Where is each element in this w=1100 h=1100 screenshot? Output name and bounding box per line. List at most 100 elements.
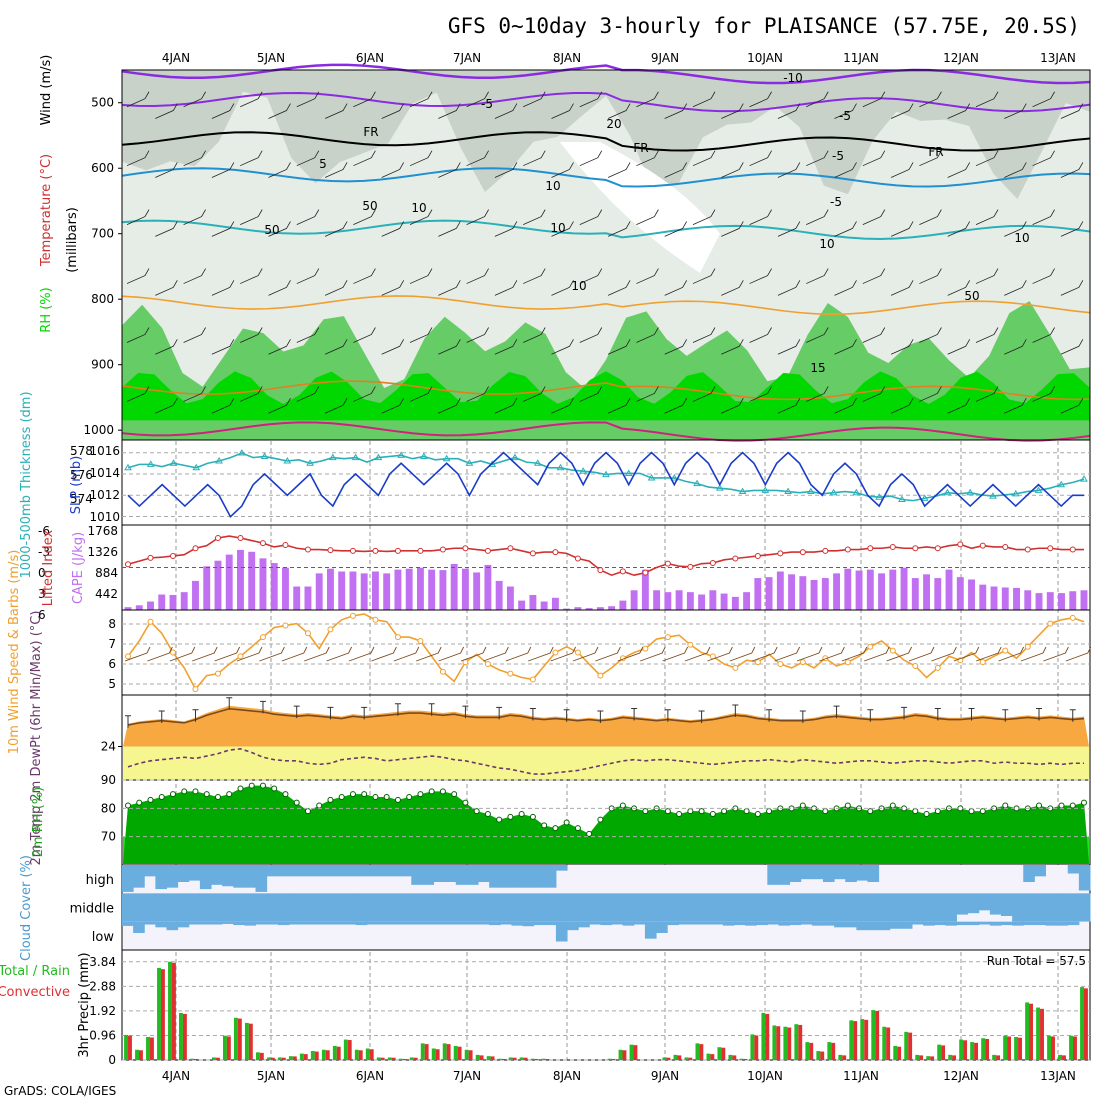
upper-wind-barb — [438, 162, 461, 178]
cape-bar — [900, 567, 908, 610]
cloud-high-bar — [511, 865, 524, 888]
precip-convective-bar — [699, 1044, 704, 1060]
cloud-low-bar — [433, 921, 446, 925]
day-label-bottom: 11JAN — [843, 1069, 879, 1083]
rh-point — [1081, 799, 1087, 806]
precip-total-bar — [706, 1053, 711, 1060]
cloud-high-bar — [845, 865, 857, 882]
cloud-middle-bar — [288, 893, 301, 922]
cloud-middle-bar — [522, 893, 535, 922]
cape-bar — [945, 569, 953, 610]
cape-bar — [540, 601, 548, 610]
upper-wind-barb — [240, 386, 263, 402]
cape-bar — [1024, 590, 1032, 610]
upper-wind-barb — [664, 280, 688, 296]
thickness-line-point — [579, 467, 588, 474]
upper-wind-barb — [834, 221, 857, 237]
lifted-index-line-point — [372, 547, 379, 554]
upper-wind-barb — [494, 162, 518, 178]
precip-total-bar — [717, 1047, 722, 1060]
upper-wind-barb — [806, 268, 829, 284]
cloud-low-bar — [978, 921, 991, 925]
cloud-high-bar — [811, 865, 824, 880]
upper-wind-barb — [155, 221, 178, 237]
cape-bar — [327, 568, 334, 610]
upper-wind-barb — [296, 386, 320, 402]
precip-tick-label: 2.88 — [89, 979, 116, 993]
upper-wind-barb — [579, 209, 603, 225]
thickness-line-point — [420, 452, 428, 459]
precip-convective-bar — [754, 1035, 759, 1060]
precip-convective-bar — [974, 1042, 979, 1060]
precip-convective-bar — [369, 1049, 374, 1060]
rh-point — [721, 808, 728, 815]
cloud-middle-bar — [277, 893, 290, 922]
temp-minmax-bar — [664, 709, 671, 722]
contour-label: -5 — [832, 149, 844, 163]
cape-bar — [596, 607, 604, 610]
upper-wind-barb — [806, 150, 829, 167]
cloud-middle-bar — [900, 893, 913, 922]
cloud-low-bar — [633, 921, 646, 925]
upper-wind-barb — [409, 150, 433, 167]
lifted-index-line-point — [1069, 546, 1076, 553]
upper-wind-barb — [636, 386, 659, 402]
day-label-bottom: 8JAN — [553, 1069, 581, 1083]
precip-total-bar — [442, 1043, 447, 1060]
cloud-middle-bar — [122, 893, 134, 922]
rh-point — [889, 802, 896, 809]
temp-orange-fill — [123, 705, 1089, 747]
cape-bar — [788, 574, 796, 610]
temp-contour-10 — [121, 219, 1091, 240]
cape-bar — [349, 571, 357, 610]
precip-legend-total: Total / Rain — [0, 964, 70, 979]
wind-speed-line-point — [169, 649, 176, 656]
lifted-index-line-point — [349, 547, 356, 554]
cloud-low-bar — [500, 921, 512, 925]
rh-point — [664, 808, 671, 815]
upper-wind-barb — [806, 386, 829, 402]
upper-wind-barb — [494, 398, 518, 414]
cloud-low-bar — [400, 921, 412, 925]
precip-total-bar — [277, 1057, 282, 1060]
cape-tick-label: 1326 — [87, 545, 118, 559]
precip-total-bar — [508, 1057, 513, 1060]
upper-wind-barb — [494, 221, 518, 237]
rh-point — [259, 782, 266, 789]
wind-speed-line-point — [934, 664, 941, 671]
precip-convective-bar — [259, 1052, 264, 1060]
cloud-low-bar — [733, 921, 746, 926]
cape-bar — [551, 597, 559, 610]
rh-point — [1058, 802, 1065, 809]
rh-point — [766, 808, 773, 815]
cloud-low-bar — [889, 921, 902, 929]
cape-bar — [124, 607, 132, 610]
precip-convective-bar — [523, 1057, 528, 1060]
thickness-line-point — [442, 454, 451, 462]
precip-convective-bar — [226, 1036, 231, 1060]
thickness-line-point — [943, 488, 952, 496]
upper-wind-barb — [607, 339, 631, 355]
lifted-index-line-point — [259, 540, 266, 547]
cloud-low-bar — [466, 921, 479, 925]
precip-total-bar — [937, 1044, 942, 1060]
cloud-middle-bar — [1012, 893, 1024, 922]
cloud-high-bar — [366, 865, 379, 877]
precip-total-bar — [904, 1031, 909, 1060]
cloud-middle-bar — [667, 893, 679, 922]
precip-convective-bar — [193, 1058, 198, 1060]
temp-minmax-bar — [462, 705, 469, 719]
cloud-middle-bar — [867, 893, 880, 922]
upper-wind-barb — [523, 386, 546, 402]
pressure-tick-label: 1000 — [83, 423, 114, 437]
rh-point — [799, 802, 806, 809]
thickness-line-point — [374, 453, 383, 461]
upper-wind-barb — [975, 150, 999, 167]
wind-speed-line-point — [214, 670, 221, 677]
cloud-middle-bar — [822, 893, 835, 922]
precip-convective-bar — [941, 1045, 946, 1060]
upper-wind-barb — [126, 268, 150, 284]
contour-label: 50 — [362, 199, 377, 213]
cloud-high-bar — [244, 865, 257, 888]
surface-wind-barb — [572, 646, 599, 662]
